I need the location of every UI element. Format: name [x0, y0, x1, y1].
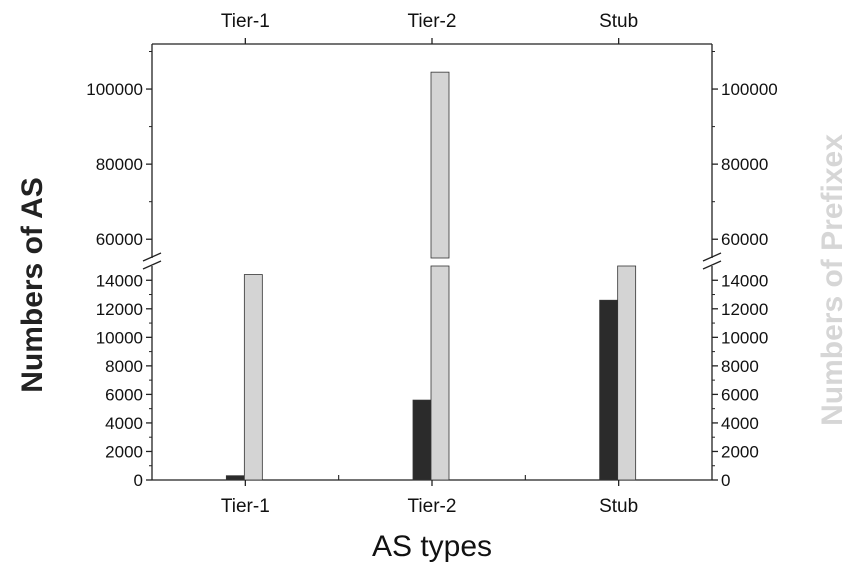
right-break-mark-bottom [702, 260, 722, 270]
as-count-bar-tier-2 [412, 399, 432, 481]
y-right-tick-label: 0 [721, 471, 730, 490]
x-top-tick-label: Stub [599, 11, 638, 32]
y-left-tick-label: 4000 [105, 414, 143, 433]
y-left-tick-label: 14000 [96, 271, 143, 290]
left-break-mark-bottom [142, 260, 162, 270]
y-right-tick-label: 8000 [721, 357, 759, 376]
y-right-tick-label: 6000 [721, 385, 759, 404]
y-axis-right-title: Numbers of Prefixex [816, 134, 847, 426]
x-top-tick-label: Tier-1 [221, 11, 270, 32]
left-break-mark-top [142, 252, 162, 262]
prefix-count-bar-stub [617, 265, 637, 481]
y-left-tick-label: 10000 [96, 328, 143, 347]
y-axis-left-title: Numbers of AS [16, 177, 49, 393]
y-left-tick-label: 0 [134, 471, 143, 490]
y-left-tick-label: 80000 [96, 155, 143, 174]
prefix-count-bar-tier-1 [243, 274, 263, 481]
right-break-mark-top [702, 252, 722, 262]
y-left-tick-label: 60000 [96, 230, 143, 249]
ticks-group: Tier-1 Tier-1 Tier-2 Tier-2 Stub Stub 0 0 2000 20… [86, 11, 777, 517]
x-axis-title: AS types [372, 530, 492, 563]
y-left-tick-label: 100000 [86, 80, 143, 99]
y-left-tick-label: 12000 [96, 300, 143, 319]
axis-break-marks [142, 252, 722, 270]
prefix-count-bar-tier-2 [430, 265, 450, 481]
prefix-count-bar-tier-2-upper [430, 71, 450, 259]
y-right-tick-label: 60000 [721, 230, 768, 249]
x-top-tick-label: Tier-2 [408, 11, 457, 32]
as-count-bar-stub [599, 299, 619, 481]
y-right-tick-label: 80000 [721, 155, 768, 174]
y-right-tick-label: 12000 [721, 300, 768, 319]
y-left-tick-label: 8000 [105, 357, 143, 376]
y-right-tick-label: 14000 [721, 271, 768, 290]
y-left-tick-label: 6000 [105, 385, 143, 404]
y-right-tick-label: 4000 [721, 414, 759, 433]
y-right-tick-label: 10000 [721, 328, 768, 347]
x-tick-label: Stub [599, 496, 638, 517]
y-left-tick-label: 2000 [105, 442, 143, 461]
bars-group [225, 71, 637, 481]
as-count-bar-tier-1 [225, 475, 245, 481]
y-right-tick-label: 2000 [721, 442, 759, 461]
y-right-tick-label: 100000 [721, 80, 778, 99]
x-tick-label: Tier-1 [221, 496, 270, 517]
x-tick-label: Tier-2 [408, 496, 457, 517]
